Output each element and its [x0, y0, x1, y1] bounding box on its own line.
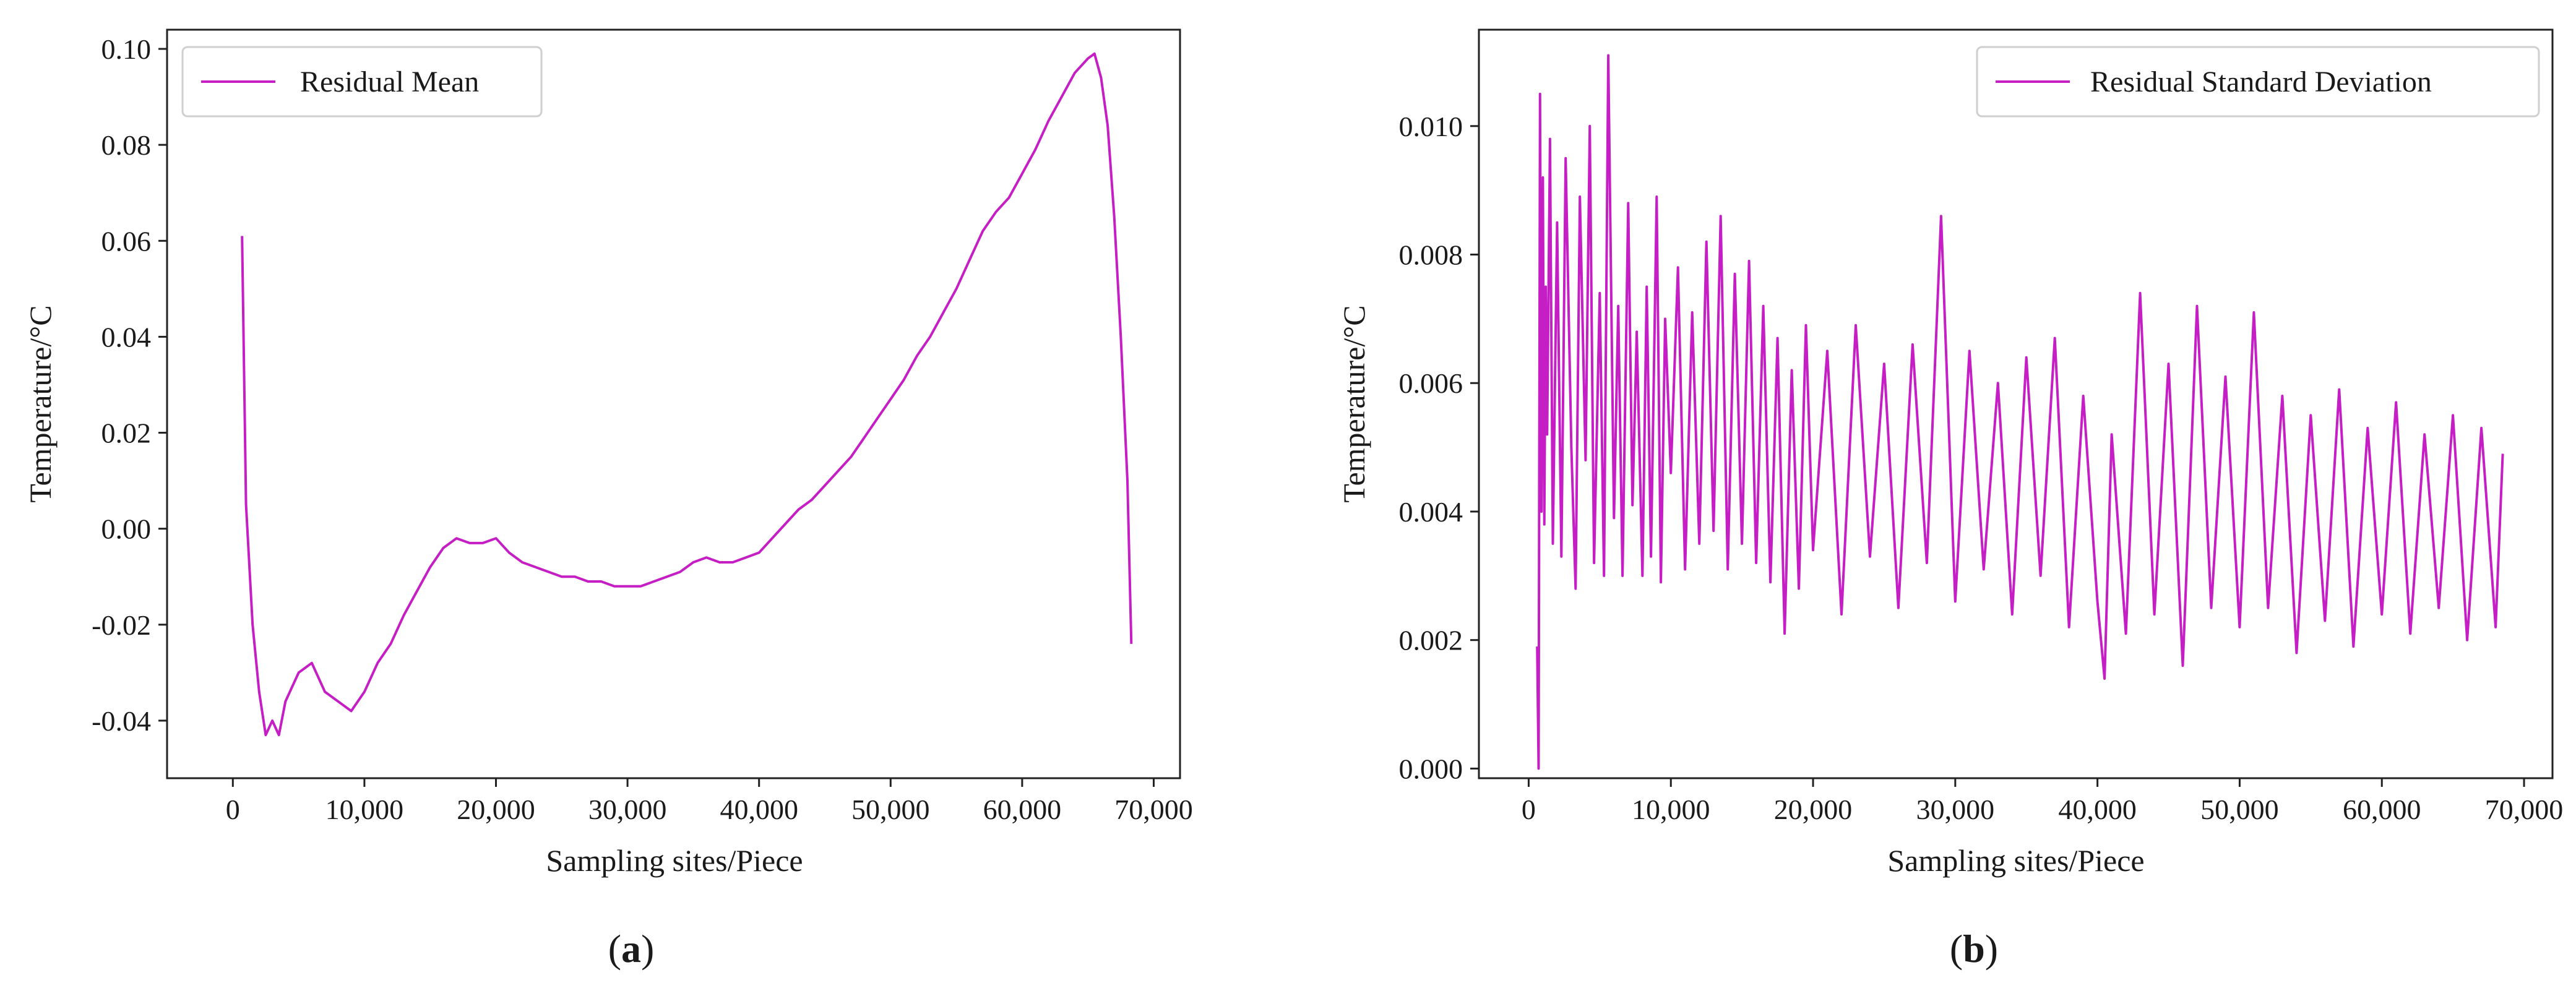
legend-label: Residual Mean	[300, 66, 479, 98]
panel-caption: (b)	[1950, 927, 1998, 971]
series-line-residual-mean	[241, 52, 1133, 737]
x-tick-label: 30,000	[1916, 794, 1995, 825]
x-tick-label: 70,000	[1114, 794, 1193, 825]
y-tick-labels: -0.04 -0.02 0.00 0.02 0.04 0.06 0.08 0.10	[92, 33, 151, 737]
legend-box	[181, 46, 543, 118]
x-tick-label: 30,000	[588, 794, 667, 825]
panel-a-chart: 0 10,000 20,000 30,000 40,000 50,000 60,000 70,…	[23, 28, 1193, 971]
axis-ticks	[1470, 125, 2525, 787]
x-tick-label: 10,000	[1632, 794, 1710, 825]
y-axis-title: Temperature/°C	[1337, 305, 1371, 502]
panel-b-chart: 0 10,000 20,000 30,000 40,000 50,000 60,000 70,…	[1337, 28, 2563, 971]
x-tick-label: 0	[226, 794, 240, 825]
x-tick-label: 0	[1522, 794, 1536, 825]
x-tick-label: 40,000	[2058, 794, 2137, 825]
y-tick-label: 0.00	[101, 513, 152, 545]
y-tick-label: 0.10	[101, 33, 152, 65]
y-tick-label: 0.004	[1399, 496, 1463, 528]
x-tick-label: 50,000	[2200, 794, 2279, 825]
y-tick-label: -0.02	[92, 609, 151, 641]
y-tick-label: 0.06	[101, 225, 152, 257]
legend: Residual Mean	[181, 46, 543, 118]
y-tick-label: 0.008	[1399, 239, 1463, 271]
x-tick-label: 50,000	[851, 794, 930, 825]
x-axis-title: Sampling sites/Piece	[1887, 843, 2144, 878]
y-tick-label: -0.04	[92, 705, 151, 737]
x-tick-labels: 0 10,000 20,000 30,000 40,000 50,000 60,000 70,…	[226, 794, 1193, 825]
panel-caption: (a)	[608, 927, 655, 971]
series-line-residual-standard-deviation	[1536, 54, 2504, 770]
y-tick-label: 0.010	[1399, 111, 1463, 142]
legend: Residual Standard Deviation	[1976, 46, 2540, 118]
plot-frame	[1478, 28, 2554, 779]
y-tick-label: 0.006	[1399, 367, 1463, 399]
y-tick-label: 0.000	[1399, 753, 1463, 784]
x-tick-label: 20,000	[1774, 794, 1853, 825]
y-tick-label: 0.02	[101, 418, 152, 449]
x-axis-title: Sampling sites/Piece	[546, 843, 803, 878]
y-tick-label: 0.08	[101, 129, 152, 161]
x-tick-label: 40,000	[720, 794, 798, 825]
x-tick-labels: 0 10,000 20,000 30,000 40,000 50,000 60,000 70,…	[1522, 794, 2563, 825]
x-tick-label: 20,000	[457, 794, 535, 825]
y-tick-labels: 0.000 0.002 0.004 0.006 0.008 0.010	[1399, 111, 1463, 785]
y-tick-label: 0.04	[101, 321, 152, 353]
legend-label: Residual Standard Deviation	[2090, 66, 2432, 98]
x-tick-label: 60,000	[983, 794, 1062, 825]
legend-box	[1976, 46, 2540, 118]
x-tick-label: 60,000	[2343, 794, 2421, 825]
y-axis-title: Temperature/°C	[23, 305, 58, 502]
plot-frame	[166, 28, 1181, 779]
x-tick-label: 10,000	[325, 794, 404, 825]
axis-ticks	[158, 48, 1155, 787]
x-tick-label: 70,000	[2485, 794, 2564, 825]
y-tick-label: 0.002	[1399, 625, 1463, 656]
